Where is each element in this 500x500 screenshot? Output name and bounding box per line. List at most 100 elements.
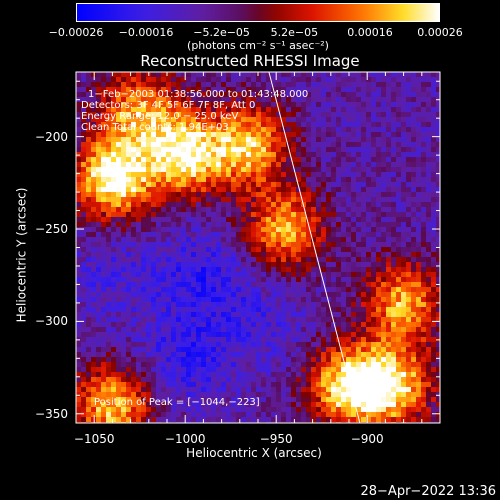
heatmap-cell bbox=[86, 252, 92, 258]
heatmap-cell bbox=[331, 252, 337, 258]
heatmap-cell bbox=[411, 317, 417, 323]
heatmap-cell bbox=[331, 287, 337, 293]
heatmap-cell bbox=[191, 382, 197, 388]
heatmap-cell bbox=[141, 97, 147, 103]
heatmap-cell bbox=[131, 297, 137, 303]
heatmap-cell bbox=[406, 247, 412, 253]
heatmap-cell bbox=[326, 342, 332, 348]
heatmap-cell bbox=[296, 147, 302, 153]
heatmap-cell bbox=[206, 242, 212, 248]
heatmap-cell bbox=[396, 317, 402, 323]
heatmap-cell bbox=[301, 327, 307, 333]
heatmap-cell bbox=[161, 352, 167, 358]
heatmap-cell bbox=[151, 242, 157, 248]
heatmap-cell bbox=[181, 302, 187, 308]
heatmap-cell bbox=[146, 372, 152, 378]
heatmap-cell bbox=[356, 352, 362, 358]
heatmap-cell bbox=[111, 272, 117, 278]
heatmap-cell bbox=[136, 247, 142, 253]
heatmap-cell bbox=[211, 202, 217, 208]
heatmap-cell bbox=[156, 277, 162, 283]
heatmap-cell bbox=[126, 167, 132, 173]
heatmap-cell bbox=[296, 307, 302, 313]
heatmap-cell bbox=[406, 387, 412, 393]
heatmap-cell bbox=[186, 152, 192, 158]
heatmap-cell bbox=[116, 202, 122, 208]
heatmap-cell bbox=[331, 147, 337, 153]
heatmap-cell bbox=[396, 212, 402, 218]
heatmap-cell bbox=[371, 167, 377, 173]
heatmap-cell bbox=[301, 102, 307, 108]
heatmap-cell bbox=[291, 332, 297, 338]
heatmap-cell bbox=[271, 127, 277, 133]
heatmap-cell bbox=[371, 242, 377, 248]
heatmap-cell bbox=[106, 252, 112, 258]
heatmap-cell bbox=[156, 172, 162, 178]
heatmap-cell bbox=[356, 342, 362, 348]
heatmap-cell bbox=[386, 387, 392, 393]
heatmap-cell bbox=[261, 237, 267, 243]
heatmap-cell bbox=[171, 357, 177, 363]
heatmap-cell bbox=[301, 357, 307, 363]
heatmap-cell bbox=[311, 392, 317, 398]
heatmap-cell bbox=[76, 307, 82, 313]
heatmap-cell bbox=[101, 157, 107, 163]
heatmap-cell bbox=[321, 287, 327, 293]
heatmap-cell bbox=[306, 97, 312, 103]
heatmap-cell bbox=[226, 342, 232, 348]
heatmap-cell bbox=[116, 332, 122, 338]
heatmap-cell bbox=[236, 292, 242, 298]
heatmap-cell bbox=[266, 177, 272, 183]
heatmap-cell bbox=[201, 177, 207, 183]
heatmap-cell bbox=[91, 202, 97, 208]
heatmap-cell bbox=[271, 72, 277, 78]
heatmap-cell bbox=[331, 207, 337, 213]
heatmap-cell bbox=[81, 167, 87, 173]
heatmap-cell bbox=[196, 162, 202, 168]
heatmap-cell bbox=[311, 177, 317, 183]
heatmap-cell bbox=[416, 297, 422, 303]
heatmap-cell bbox=[361, 122, 367, 128]
heatmap-cell bbox=[281, 282, 287, 288]
heatmap-cell bbox=[391, 97, 397, 103]
heatmap-cell bbox=[216, 177, 222, 183]
heatmap-cell bbox=[331, 272, 337, 278]
heatmap-cell bbox=[191, 212, 197, 218]
heatmap-cell bbox=[91, 332, 97, 338]
heatmap-cell bbox=[426, 222, 432, 228]
heatmap-cell bbox=[286, 367, 292, 373]
heatmap-cell bbox=[101, 247, 107, 253]
heatmap-cell bbox=[381, 332, 387, 338]
heatmap-cell bbox=[151, 87, 157, 93]
heatmap-cell bbox=[191, 157, 197, 163]
heatmap-cell bbox=[241, 262, 247, 268]
heatmap-cell bbox=[301, 117, 307, 123]
heatmap-cell bbox=[181, 362, 187, 368]
heatmap-cell bbox=[251, 242, 257, 248]
heatmap-cell bbox=[121, 137, 127, 143]
heatmap-cell bbox=[171, 202, 177, 208]
heatmap-cell bbox=[211, 197, 217, 203]
heatmap-cell bbox=[331, 137, 337, 143]
heatmap-cell bbox=[346, 172, 352, 178]
heatmap-cell bbox=[326, 402, 332, 408]
heatmap-cell bbox=[116, 122, 122, 128]
heatmap-cell bbox=[286, 372, 292, 378]
heatmap-cell bbox=[201, 252, 207, 258]
heatmap-cell bbox=[351, 197, 357, 203]
heatmap-cell bbox=[81, 312, 87, 318]
heatmap-cell bbox=[206, 222, 212, 228]
heatmap-cell bbox=[216, 197, 222, 203]
heatmap-cell bbox=[216, 167, 222, 173]
heatmap-cell bbox=[241, 237, 247, 243]
heatmap-cell bbox=[86, 222, 92, 228]
heatmap-cell bbox=[296, 327, 302, 333]
heatmap-cell bbox=[251, 402, 257, 408]
heatmap-cell bbox=[216, 377, 222, 383]
heatmap-cell bbox=[181, 357, 187, 363]
heatmap-cell bbox=[341, 77, 347, 83]
heatmap-cell bbox=[256, 207, 262, 213]
heatmap-cell bbox=[311, 397, 317, 403]
heatmap-cell bbox=[371, 342, 377, 348]
heatmap-cell bbox=[436, 332, 441, 338]
